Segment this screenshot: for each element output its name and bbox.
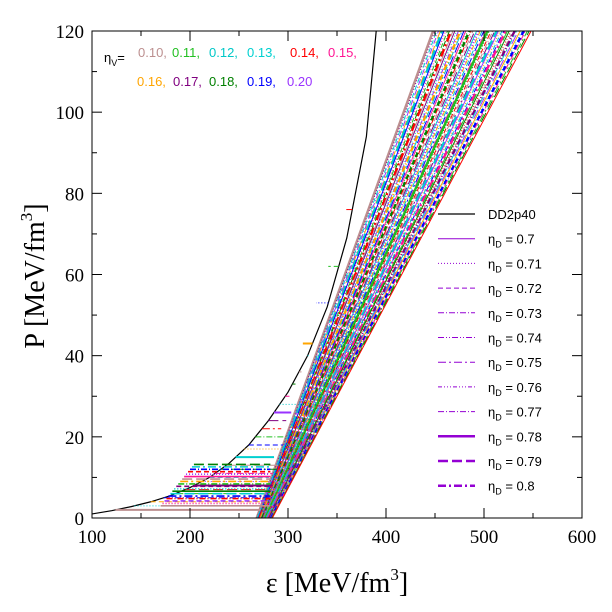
hybrid-eos-curve	[264, 31, 485, 518]
hybrid-eos-curve	[263, 31, 478, 518]
x-tick-label: 400	[372, 527, 401, 548]
legend-label: ηD = 0.71	[488, 256, 542, 274]
eta-v-value: 0.17,	[173, 74, 202, 89]
hybrid-eos-curve	[260, 31, 463, 518]
hybrid-eos-curve	[257, 31, 445, 518]
legend-label: DD2p40	[488, 207, 536, 222]
legend-entry: ηD = 0.7	[438, 232, 535, 250]
legend-label: ηD = 0.72	[488, 281, 542, 299]
eta-v-annotation: ηV= 0.10, 0.11, 0.12, 0.13, 0.14, 0.15, 0.16, 0.…	[104, 45, 357, 89]
hybrid-eos-curve	[266, 31, 499, 518]
hybrid-eos-curve	[267, 31, 507, 518]
hybrid-eos-curve	[268, 31, 516, 518]
hybrid-eos-curve	[264, 31, 489, 518]
hybrid-eos-curve	[259, 31, 454, 518]
legend-entry: ηD = 0.75	[438, 355, 542, 373]
legend-entry: ηD = 0.72	[438, 281, 542, 299]
hybrid-eos-curve	[256, 31, 444, 518]
hybrid-eos-curve	[258, 31, 447, 518]
legend-entry: ηD = 0.71	[438, 256, 542, 274]
hybrid-eos-curve	[259, 31, 456, 518]
x-axis: 100 200 300 400 500 600	[78, 31, 597, 548]
x-tick-label: 600	[568, 527, 597, 548]
hybrid-eos-curve	[267, 31, 505, 518]
y-tick-label: 100	[56, 103, 85, 124]
eta-v-value: 0.20	[287, 74, 312, 89]
x-tick-label: 100	[78, 527, 107, 548]
y-tick-label: 20	[65, 428, 84, 449]
legend-label: ηD = 0.73	[488, 306, 542, 324]
eta-v-symbol: ηV=	[104, 50, 125, 68]
y-tick-label: 80	[65, 184, 84, 205]
legend-label: ηD = 0.8	[488, 479, 535, 497]
x-tick-label: 200	[176, 527, 205, 548]
legend: DD2p40 ηD = 0.7 ηD = 0.71 ηD = 0.72 ηD = 0.7…	[438, 207, 542, 497]
phase-transition-plateaus	[115, 209, 353, 511]
hybrid-eos-curve	[259, 31, 458, 518]
legend-entry: ηD = 0.79	[438, 454, 542, 472]
hybrid-eos-curve	[257, 31, 439, 518]
legend-label: ηD = 0.7	[488, 232, 535, 250]
hybrid-eos-curve	[255, 31, 435, 518]
hybrid-eos-curve	[256, 31, 438, 518]
hybrid-eos-curve	[258, 31, 453, 518]
hybrid-eos-curve	[261, 31, 465, 518]
plot-curves	[92, 31, 532, 518]
x-tick-label: 500	[470, 527, 499, 548]
y-tick-label: 40	[65, 347, 84, 368]
legend-label: ηD = 0.76	[488, 380, 542, 398]
hybrid-eos-curve	[271, 31, 532, 518]
legend-label: ηD = 0.74	[488, 331, 542, 349]
legend-entry: ηD = 0.8	[438, 479, 535, 497]
eta-v-value: 0.15,	[328, 45, 357, 60]
eta-v-value: 0.12,	[209, 45, 238, 60]
y-tick-label: 0	[75, 509, 85, 530]
series-line-dd2p40	[92, 31, 377, 515]
hybrid-eos-curve	[259, 31, 462, 518]
legend-entry: ηD = 0.74	[438, 331, 542, 349]
eta-v-value: 0.11,	[172, 45, 200, 60]
hybrid-eos-curve	[265, 31, 490, 518]
legend-label: ηD = 0.77	[488, 405, 542, 423]
legend-label: ηD = 0.78	[488, 429, 542, 447]
x-axis-title: ε [MeV/fm3]	[266, 565, 408, 599]
legend-label: ηD = 0.75	[488, 355, 542, 373]
legend-entry: ηD = 0.78	[438, 429, 542, 447]
hybrid-eos-curve	[261, 31, 471, 518]
hybrid-eos-curve	[261, 31, 467, 518]
hybrid-eos-curve	[264, 31, 483, 518]
y-axis-title: P [MeV/fm3]	[17, 203, 51, 348]
eta-v-value: 0.16,	[137, 74, 166, 89]
eta-v-value: 0.14,	[290, 45, 319, 60]
legend-label: ηD = 0.79	[488, 454, 542, 472]
hybrid-eos-curve	[262, 31, 472, 518]
y-axis: 0 20 40 60 80 100 120	[56, 22, 582, 530]
eta-v-value: 0.19,	[247, 74, 276, 89]
x-tick-label: 300	[274, 527, 303, 548]
hybrid-eos-curve	[271, 31, 528, 518]
y-tick-label: 60	[65, 266, 84, 287]
eta-v-value: 0.13,	[247, 45, 276, 60]
y-tick-label: 120	[56, 22, 85, 43]
legend-entry: DD2p40	[438, 207, 536, 222]
eta-v-value: 0.18,	[209, 74, 238, 89]
legend-entry: ηD = 0.76	[438, 380, 542, 398]
hybrid-eos-curve	[256, 31, 436, 518]
eta-v-value: 0.10,	[138, 45, 167, 60]
legend-entry: ηD = 0.73	[438, 306, 542, 324]
hybrid-eos-curve	[269, 31, 517, 518]
hybrid-eos-curve	[258, 31, 449, 518]
legend-entry: ηD = 0.77	[438, 405, 542, 423]
